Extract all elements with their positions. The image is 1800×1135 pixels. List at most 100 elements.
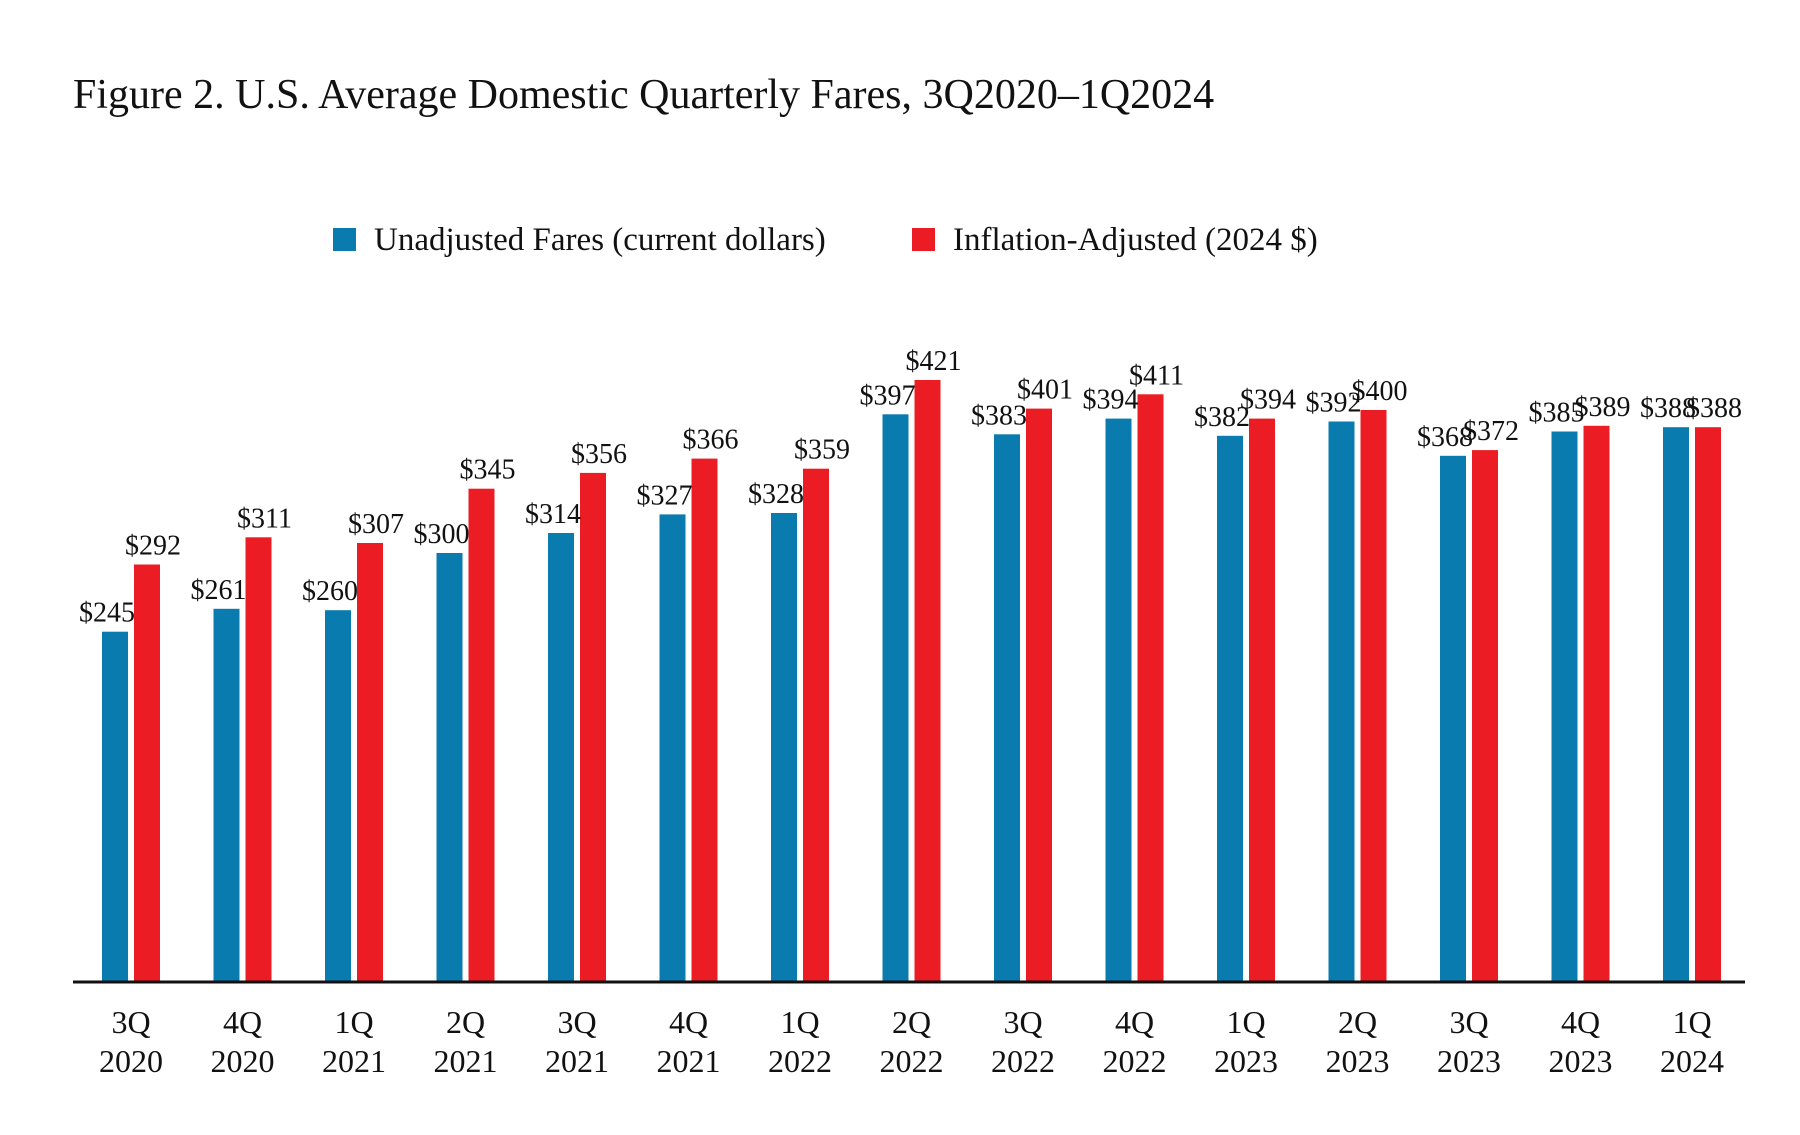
x-axis-ticks: 3Q20204Q20201Q20212Q20213Q20214Q20211Q20…	[99, 1004, 1724, 1079]
bar-unadjusted-1	[213, 608, 240, 982]
value-label-inflation-adjusted-1: $311	[237, 503, 292, 534]
value-label-unadjusted-13: $385	[1529, 398, 1585, 429]
bar-unadjusted-10	[1217, 435, 1243, 982]
bar-inflation-adjusted-8	[1026, 408, 1052, 983]
x-tick-quarter-6: 1Q	[780, 1004, 819, 1040]
bar-inflation-adjusted-10	[1249, 418, 1275, 983]
bar-unadjusted-13	[1551, 431, 1578, 982]
bar-unadjusted-9	[1105, 418, 1132, 983]
value-label-inflation-adjusted-7: $421	[906, 346, 962, 377]
value-label-unadjusted-3: $300	[414, 519, 470, 550]
x-tick-quarter-0: 3Q	[111, 1004, 150, 1040]
value-label-unadjusted-12: $368	[1417, 422, 1473, 453]
x-tick-year-5: 2021	[657, 1043, 721, 1079]
bar-unadjusted-12	[1440, 455, 1466, 982]
value-label-inflation-adjusted-2: $307	[348, 509, 404, 540]
bar-inflation-adjusted-3	[468, 488, 495, 982]
x-tick-quarter-3: 2Q	[446, 1004, 485, 1040]
chart-title: Figure 2. U.S. Average Domestic Quarterl…	[73, 72, 1214, 118]
legend: Unadjusted Fares (current dollars) Infla…	[333, 222, 1318, 258]
value-label-inflation-adjusted-11: $400	[1352, 376, 1408, 407]
value-label-unadjusted-1: $261	[191, 575, 247, 606]
value-label-unadjusted-4: $314	[525, 499, 581, 530]
legend-label-inflation-adjusted: Inflation-Adjusted (2024 $)	[953, 222, 1318, 258]
value-label-inflation-adjusted-3: $345	[460, 455, 516, 486]
bar-inflation-adjusted-14	[1695, 427, 1721, 982]
bar-unadjusted-2	[325, 610, 351, 982]
x-tick-year-3: 2021	[434, 1043, 498, 1079]
x-tick-quarter-12: 3Q	[1449, 1004, 1488, 1040]
bar-unadjusted-3	[436, 553, 463, 982]
bar-inflation-adjusted-12	[1472, 450, 1498, 983]
value-label-inflation-adjusted-4: $356	[571, 439, 627, 470]
x-tick-year-14: 2024	[1660, 1043, 1724, 1079]
bar-unadjusted-6	[771, 513, 797, 982]
x-tick-year-12: 2023	[1437, 1043, 1501, 1079]
value-label-unadjusted-14: $388	[1640, 393, 1696, 424]
value-labels-group: $245 $292 $261 $311 $260 $307 $300 $345 $314 $356…	[79, 346, 1742, 629]
x-tick-year-1: 2020	[211, 1043, 275, 1079]
legend-label-unadjusted: Unadjusted Fares (current dollars)	[374, 222, 826, 258]
x-tick-year-7: 2022	[880, 1043, 944, 1079]
value-label-inflation-adjusted-12: $372	[1463, 416, 1519, 447]
x-tick-quarter-14: 1Q	[1672, 1004, 1711, 1040]
value-label-inflation-adjusted-10: $394	[1240, 385, 1296, 416]
value-label-inflation-adjusted-8: $401	[1017, 375, 1073, 406]
bar-unadjusted-4	[548, 533, 574, 982]
bar-inflation-adjusted-0	[134, 564, 160, 982]
bar-unadjusted-0	[102, 631, 128, 982]
x-tick-quarter-2: 1Q	[334, 1004, 373, 1040]
bar-inflation-adjusted-2	[357, 543, 383, 982]
value-label-unadjusted-10: $382	[1194, 402, 1250, 433]
value-label-unadjusted-7: $397	[860, 380, 916, 411]
value-label-unadjusted-9: $394	[1083, 385, 1139, 416]
bar-inflation-adjusted-5	[691, 458, 718, 983]
value-label-inflation-adjusted-6: $359	[794, 435, 850, 466]
x-tick-year-0: 2020	[99, 1043, 163, 1079]
value-label-unadjusted-2: $260	[302, 576, 358, 607]
x-tick-quarter-11: 2Q	[1338, 1004, 1377, 1040]
bar-unadjusted-11	[1328, 421, 1355, 982]
x-tick-year-4: 2021	[545, 1043, 609, 1079]
bar-inflation-adjusted-1	[245, 537, 272, 982]
bar-inflation-adjusted-13	[1583, 425, 1610, 982]
value-label-inflation-adjusted-0: $292	[125, 531, 181, 562]
x-tick-year-2: 2021	[322, 1043, 386, 1079]
value-label-inflation-adjusted-9: $411	[1129, 360, 1184, 391]
x-tick-year-13: 2023	[1549, 1043, 1613, 1079]
legend-swatch-inflation-adjusted	[912, 228, 935, 251]
x-tick-year-11: 2023	[1326, 1043, 1390, 1079]
bar-inflation-adjusted-11	[1360, 410, 1387, 982]
x-tick-quarter-7: 2Q	[892, 1004, 931, 1040]
bar-inflation-adjusted-7	[914, 380, 941, 982]
value-label-inflation-adjusted-14: $388	[1686, 393, 1742, 424]
x-tick-quarter-13: 4Q	[1561, 1004, 1600, 1040]
x-tick-year-9: 2022	[1103, 1043, 1167, 1079]
bar-inflation-adjusted-6	[803, 468, 829, 982]
value-label-unadjusted-5: $327	[637, 480, 693, 511]
bar-unadjusted-14	[1663, 427, 1689, 982]
value-label-unadjusted-6: $328	[748, 479, 804, 510]
bar-unadjusted-8	[994, 434, 1020, 982]
x-tick-quarter-1: 4Q	[223, 1004, 262, 1040]
x-tick-quarter-9: 4Q	[1115, 1004, 1154, 1040]
legend-swatch-unadjusted	[333, 228, 356, 251]
value-label-unadjusted-11: $392	[1306, 388, 1362, 419]
x-tick-quarter-8: 3Q	[1003, 1004, 1042, 1040]
x-tick-year-10: 2023	[1214, 1043, 1278, 1079]
x-tick-quarter-5: 4Q	[669, 1004, 708, 1040]
value-label-unadjusted-0: $245	[79, 598, 135, 629]
bar-inflation-adjusted-9	[1137, 394, 1164, 982]
bars-group	[102, 380, 1721, 983]
x-tick-year-6: 2022	[768, 1043, 832, 1079]
bar-unadjusted-7	[882, 414, 909, 982]
x-tick-quarter-10: 1Q	[1226, 1004, 1265, 1040]
x-tick-quarter-4: 3Q	[557, 1004, 596, 1040]
x-tick-year-8: 2022	[991, 1043, 1055, 1079]
value-label-inflation-adjusted-5: $366	[683, 425, 739, 456]
value-label-unadjusted-8: $383	[971, 400, 1027, 431]
value-label-inflation-adjusted-13: $389	[1575, 392, 1631, 423]
bar-unadjusted-5	[659, 514, 686, 982]
bar-inflation-adjusted-4	[580, 472, 606, 982]
